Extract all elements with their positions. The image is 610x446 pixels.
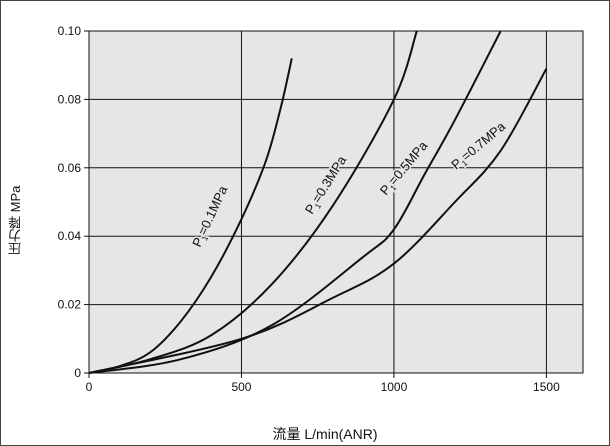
x-tick-label: 500 xyxy=(231,380,251,394)
series-line xyxy=(88,58,293,374)
series-line xyxy=(88,30,502,374)
x-tick-label: 0 xyxy=(86,380,93,394)
x-axis-label: 流量 L/min(ANR) xyxy=(272,426,378,442)
series-line xyxy=(88,30,418,374)
y-tick-label: 0.04 xyxy=(58,229,82,243)
series-line xyxy=(88,68,548,374)
y-tick-label: 0.08 xyxy=(58,92,82,106)
y-tick-label: 0.06 xyxy=(58,161,82,175)
y-tick-label: 0 xyxy=(74,366,81,380)
y-axis-label: 压力降 MPa xyxy=(8,185,23,255)
y-tick-label: 0.10 xyxy=(58,24,82,38)
x-tick-label: 1000 xyxy=(381,380,408,394)
x-tick-label: 1500 xyxy=(533,380,560,394)
y-tick-label: 0.02 xyxy=(58,298,82,312)
